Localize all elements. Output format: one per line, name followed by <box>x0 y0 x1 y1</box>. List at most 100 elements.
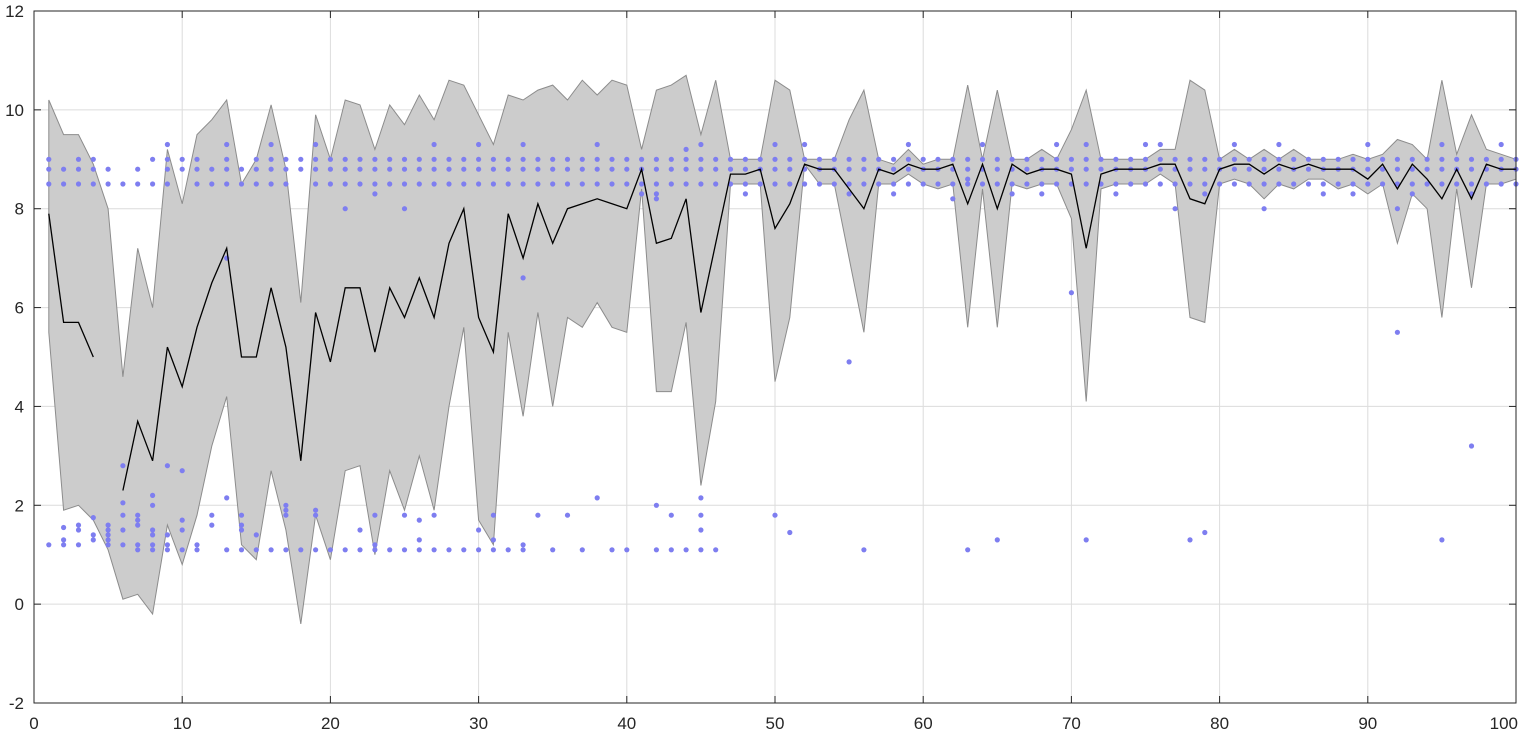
scatter-point <box>224 181 230 187</box>
scatter-point <box>1439 181 1445 187</box>
scatter-point <box>313 166 319 172</box>
scatter-point <box>639 181 645 187</box>
scatter-point <box>416 547 422 553</box>
scatter-point <box>698 512 704 518</box>
scatter-point <box>1068 290 1074 296</box>
scatter-point <box>327 156 333 162</box>
scatter-point <box>802 181 808 187</box>
scatter-point <box>668 166 674 172</box>
scatter-point <box>253 547 259 553</box>
scatter-point <box>1231 141 1237 148</box>
scatter-point <box>564 512 571 518</box>
scatter-point <box>550 166 556 172</box>
scatter-point <box>327 166 333 172</box>
scatter-point <box>609 181 615 187</box>
scatter-point <box>342 156 348 162</box>
scatter-point <box>342 547 348 553</box>
scatter-point <box>61 524 67 531</box>
scatter-point <box>164 141 170 148</box>
scatter-point <box>861 166 867 172</box>
scatter-point <box>564 156 571 162</box>
scatter-point <box>46 166 52 172</box>
scatter-point <box>1439 537 1445 543</box>
scatter-point <box>387 547 393 553</box>
scatter-point <box>253 181 259 187</box>
scatter-point <box>238 527 245 533</box>
scatter-point <box>1365 156 1371 162</box>
x-tick-label: 50 <box>766 714 785 733</box>
scatter-point <box>905 156 912 162</box>
scatter-point <box>772 166 778 172</box>
scatter-point <box>416 181 422 187</box>
scatter-point <box>357 156 363 162</box>
scatter-point <box>727 156 734 162</box>
scatter-point <box>90 181 96 187</box>
scatter-point <box>224 156 230 162</box>
scatter-point <box>1187 181 1193 187</box>
scatter-point <box>861 547 867 553</box>
scatter-point <box>920 156 926 162</box>
scatter-point <box>1380 156 1386 162</box>
scatter-point <box>327 181 333 187</box>
scatter-point <box>802 141 808 148</box>
scatter-point <box>1068 156 1074 162</box>
scatter-point <box>1202 181 1208 187</box>
scatter-point <box>698 141 704 148</box>
scatter-point <box>1409 181 1415 187</box>
scatter-point <box>476 156 482 162</box>
scatter-point <box>179 156 185 162</box>
scatter-point <box>431 181 437 187</box>
scatter-point <box>1202 156 1208 162</box>
scatter-point <box>1498 181 1504 187</box>
scatter-point <box>238 166 245 172</box>
scatter-point <box>935 156 941 162</box>
scatter-point <box>772 156 778 162</box>
scatter-point <box>1468 181 1475 187</box>
scatter-point <box>876 156 882 162</box>
scatter-point <box>372 547 378 553</box>
scatter-point <box>1157 166 1163 172</box>
scatter-point <box>268 547 274 553</box>
scatter-point <box>150 181 156 187</box>
scatter-point <box>61 181 67 187</box>
scatter-point <box>461 181 467 187</box>
scatter-point <box>594 141 600 148</box>
scatter-point <box>1468 156 1475 162</box>
scatter-point <box>579 156 585 162</box>
scatter-point <box>1261 181 1267 187</box>
scatter-point <box>1483 156 1489 162</box>
scatter-point <box>550 156 556 162</box>
scatter-point <box>401 206 408 212</box>
scatter-point <box>846 191 852 197</box>
scatter-point <box>283 547 289 553</box>
scatter-point <box>757 181 763 187</box>
scatter-point <box>268 181 274 187</box>
scatter-point <box>1217 156 1223 162</box>
scatter-point <box>431 547 437 553</box>
scatter-point <box>1217 181 1223 187</box>
scatter-point <box>1498 156 1504 162</box>
scatter-point <box>416 537 422 543</box>
scatter-point <box>387 166 393 172</box>
scatter-point <box>46 156 52 162</box>
scatter-point <box>1142 181 1149 187</box>
scatter-point <box>313 547 319 553</box>
scatter-point <box>224 141 230 148</box>
scatter-point <box>1350 191 1356 197</box>
scatter-point <box>713 181 719 187</box>
scatter-point <box>75 527 82 533</box>
scatter-point <box>61 537 67 543</box>
scatter-point <box>1483 181 1489 187</box>
scatter-point <box>787 529 793 536</box>
scatter-point <box>313 156 319 162</box>
scatter-point <box>683 166 689 172</box>
scatter-point <box>505 181 511 187</box>
scatter-point <box>891 156 897 162</box>
scatter-point <box>624 547 630 553</box>
scatter-point <box>342 181 348 187</box>
scatter-point <box>209 512 215 518</box>
scatter-point <box>1083 537 1089 543</box>
scatter-point <box>1409 191 1415 197</box>
scatter-point <box>1365 166 1371 172</box>
